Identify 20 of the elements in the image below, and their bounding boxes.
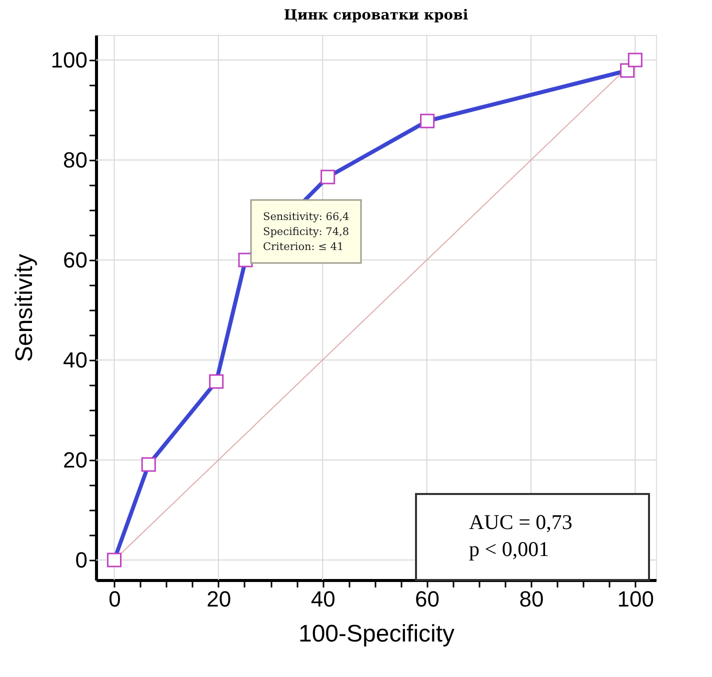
y-tick-label: 80 bbox=[63, 148, 88, 172]
annotation: AUC = 0,73 bbox=[469, 510, 572, 534]
annotation: Criterion: ≤ 41 bbox=[263, 241, 344, 253]
y-tick-label: 20 bbox=[63, 448, 88, 472]
x-tick-label: 20 bbox=[206, 586, 232, 612]
x-tick-label: 40 bbox=[310, 586, 336, 612]
x-axis-title: 100-Specificity bbox=[298, 620, 455, 648]
chart-title: Цинк сироватки крові bbox=[284, 8, 468, 24]
y-tick-label: 100 bbox=[50, 48, 88, 72]
y-axis-title: Sensitivity bbox=[10, 254, 38, 362]
y-tick-label: 60 bbox=[63, 248, 88, 272]
annotation: Specificity: 74,8 bbox=[263, 226, 350, 238]
y-tick-label: 40 bbox=[63, 348, 88, 372]
x-tick-label: 0 bbox=[108, 586, 121, 612]
x-tick-label: 100 bbox=[617, 586, 654, 612]
annotation: Sensitivity: 66,4 bbox=[263, 211, 350, 223]
x-tick-label: 80 bbox=[519, 586, 544, 612]
annotation: p < 0,001 bbox=[469, 537, 550, 561]
y-tick-label: 0 bbox=[75, 548, 88, 572]
x-tick-label: 60 bbox=[415, 586, 440, 612]
